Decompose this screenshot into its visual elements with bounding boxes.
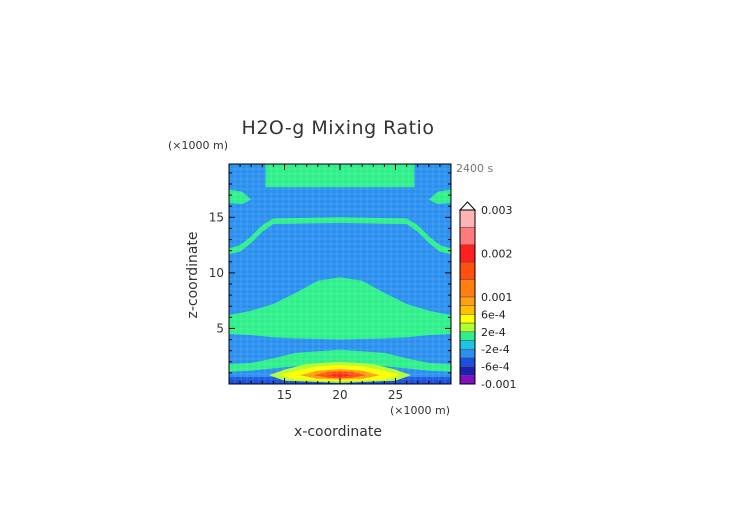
x-axis-label: x-coordinate bbox=[294, 424, 382, 440]
colorbar-segment bbox=[459, 348, 476, 359]
field-near-surface-band bbox=[229, 349, 451, 373]
colorbar: 0.003 0.002 0.001 6e-4 2e-4 -2e-4 -6e-4 -0.001 bbox=[458, 201, 516, 391]
colorbar-segment bbox=[459, 305, 476, 315]
colorbar-label: 0.002 bbox=[481, 248, 513, 261]
grid-lines bbox=[229, 164, 451, 384]
y-tick-label: 5 bbox=[216, 321, 224, 335]
field-upper-left-edge bbox=[229, 189, 252, 204]
colorbar-segment bbox=[459, 314, 476, 324]
colorbar-label: -0.001 bbox=[481, 378, 516, 391]
y-unit-label: (×1000 m) bbox=[168, 139, 228, 152]
x-tick-label: 25 bbox=[388, 388, 403, 402]
field-upper-band bbox=[265, 164, 415, 188]
colorbar-segment bbox=[459, 209, 476, 228]
colorbar-segment bbox=[459, 375, 476, 385]
colorbar-segment bbox=[459, 244, 476, 263]
colorbar-segment bbox=[459, 261, 476, 280]
colorbar-frame bbox=[459, 209, 476, 385]
colorbar-extend-arrow bbox=[458, 201, 477, 211]
colorbar-label: 0.001 bbox=[481, 291, 513, 304]
y-axis-label: z-coordinate bbox=[185, 231, 201, 318]
colorbar-label: -6e-4 bbox=[481, 361, 510, 374]
colorbar-segment bbox=[459, 357, 476, 367]
y-tick-label: 10 bbox=[209, 266, 224, 280]
field-anomaly-peak bbox=[327, 373, 353, 378]
colorbar-segment bbox=[459, 366, 476, 376]
colorbar-segment bbox=[459, 279, 476, 298]
colorbar-segment bbox=[459, 227, 476, 246]
colorbar-segment bbox=[459, 322, 476, 333]
field-middle-dome bbox=[229, 277, 451, 340]
colorbar-label: 0.003 bbox=[481, 204, 513, 217]
colorbar-segment bbox=[459, 340, 476, 350]
colorbar-segment bbox=[459, 331, 476, 341]
x-tick-label: 15 bbox=[277, 388, 292, 402]
colorbar-label: 2e-4 bbox=[481, 326, 506, 339]
y-tick-label: 15 bbox=[209, 210, 224, 224]
x-axis: 15 20 25 bbox=[239, 164, 441, 402]
colorbar-label: 6e-4 bbox=[481, 308, 506, 321]
y-axis: 5 10 15 bbox=[209, 172, 451, 374]
x-unit-label: (×1000 m) bbox=[390, 404, 450, 417]
field-upper-right-edge bbox=[428, 189, 451, 204]
colorbar-segment bbox=[459, 296, 476, 306]
time-label: 2400 s bbox=[456, 162, 493, 175]
x-tick-label: 20 bbox=[332, 388, 347, 402]
field-background bbox=[229, 164, 451, 384]
chart-title: H2O-g Mixing Ratio bbox=[242, 117, 435, 139]
colorbar-label: -2e-4 bbox=[481, 343, 510, 356]
